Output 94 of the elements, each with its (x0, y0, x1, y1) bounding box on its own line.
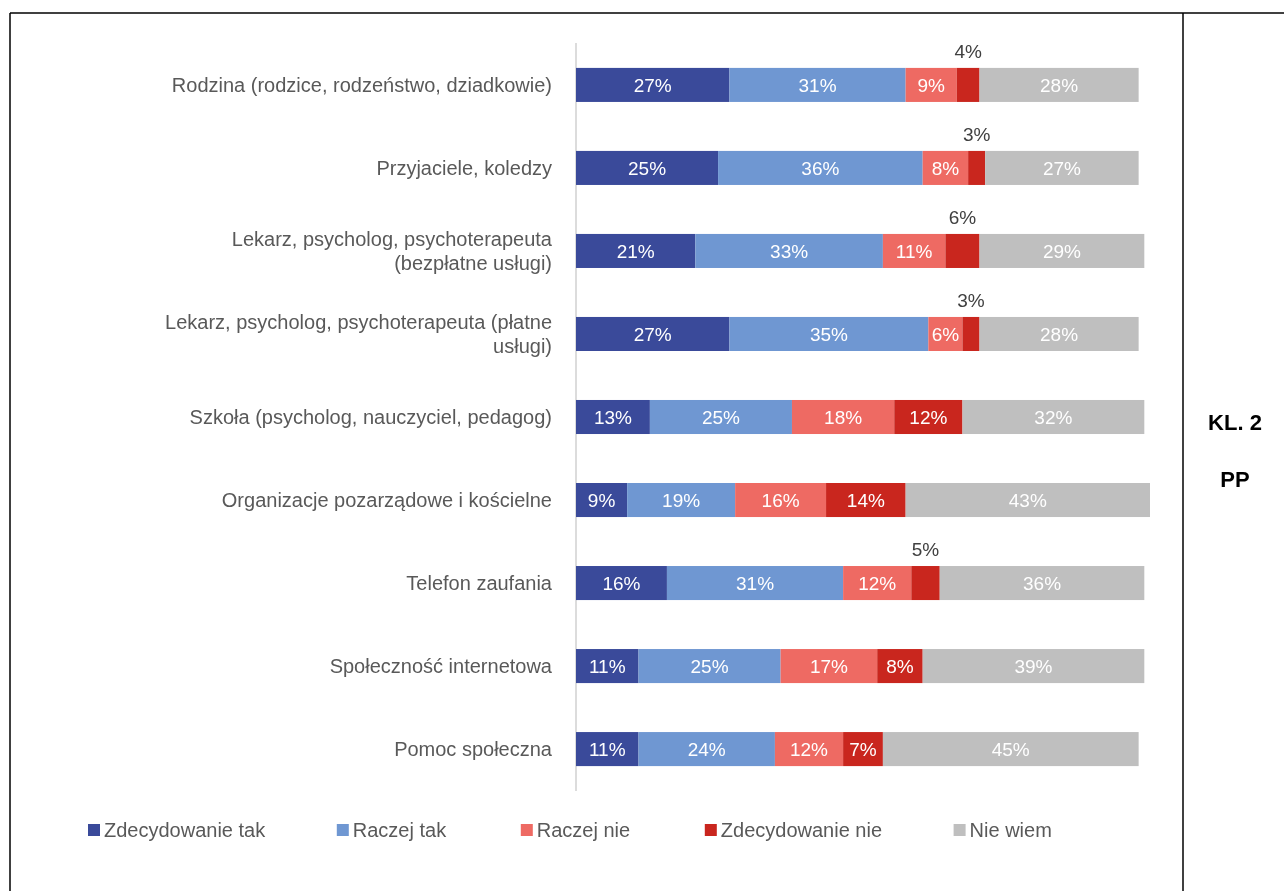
bar (962, 316, 980, 351)
bar (979, 67, 1139, 102)
data-label: 16% (602, 573, 641, 595)
data-label: 45% (991, 739, 1030, 761)
data-label: 31% (798, 74, 837, 96)
data-label: 4% (954, 40, 982, 62)
bar (882, 732, 1139, 767)
y-tick-label: Pomoc społeczna (394, 738, 553, 761)
bar (905, 483, 1150, 518)
bar (979, 233, 1145, 268)
data-label: 33% (770, 240, 809, 262)
data-label: 12% (858, 573, 897, 595)
bar (791, 399, 895, 435)
data-label: 9% (587, 490, 616, 512)
bar (576, 316, 730, 351)
bar (627, 483, 736, 518)
data-label: 11% (588, 656, 626, 678)
data-label: 39% (1014, 656, 1053, 678)
data-label: 35% (809, 323, 849, 345)
bar (985, 150, 1139, 185)
bar (735, 483, 827, 518)
bar (666, 566, 844, 601)
bar (979, 316, 1139, 351)
data-label: 29% (1042, 240, 1082, 262)
bar (718, 150, 923, 185)
data-label: 13% (593, 407, 633, 428)
bar (826, 483, 906, 518)
bar (576, 566, 667, 601)
data-label: 21% (616, 240, 655, 262)
bar (922, 649, 1145, 684)
data-label: 25% (628, 157, 667, 179)
data-label: 16% (761, 490, 800, 512)
data-label: 28% (1040, 74, 1079, 96)
data-label: 12% (909, 407, 948, 428)
bar (939, 566, 1145, 601)
data-label: 5% (911, 539, 940, 561)
y-tick-label: Organizacje pozarządowe i kościelne (221, 489, 552, 512)
y-tick-label: Lekarz, psycholog, psychoterapeuta (płatne usługi) (165, 310, 552, 357)
bar (956, 67, 980, 102)
data-label: 27% (633, 74, 672, 96)
bar (576, 233, 696, 268)
y-tick-label: Społeczność internetowa (329, 655, 553, 678)
data-label: 27% (633, 323, 672, 345)
bar (962, 399, 1145, 435)
data-label: 8% (886, 656, 914, 678)
data-label: 17% (809, 656, 849, 678)
bar (729, 316, 929, 351)
data-label: 3% (957, 289, 985, 311)
bar (968, 150, 986, 185)
data-label: 12% (789, 739, 829, 761)
text: PP (1220, 467, 1250, 492)
data-label: 6% (931, 323, 960, 345)
data-label: 9% (917, 74, 946, 96)
bar (945, 233, 980, 268)
data-label: 14% (846, 490, 885, 512)
data-label: 18% (824, 407, 863, 428)
y-tick-label: Przyjaciele, koledzy (376, 156, 552, 179)
data-label: 7% (849, 739, 877, 761)
data-label: 3% (962, 123, 991, 145)
data-label: 19% (662, 490, 701, 512)
bar (576, 150, 719, 185)
data-label: 36% (801, 157, 840, 179)
bar (695, 233, 883, 268)
data-label: 27% (1042, 157, 1082, 179)
bar (638, 649, 781, 684)
data-label: 25% (690, 656, 729, 678)
data-label: 28% (1040, 323, 1079, 345)
y-tick-label: Szkoła (psycholog, nauczyciel, pedagog) (189, 406, 552, 428)
legend-label: Nie wiem (969, 819, 1052, 841)
legend-label: Raczej tak (352, 819, 448, 841)
data-label: 11% (588, 739, 626, 761)
legend-label: Zdecydowanie nie (720, 819, 883, 841)
data-label: 11% (895, 240, 933, 262)
data-label: 25% (701, 407, 741, 428)
bar (780, 649, 878, 684)
bar (638, 732, 775, 767)
bar (576, 399, 650, 435)
y-tick-label: Lekarz, psycholog, psychoterapeuta (bezpłatne usługi) (231, 227, 553, 274)
data-label: 6% (948, 206, 977, 228)
data-label: 43% (1008, 490, 1047, 512)
legend-label: Raczej nie (536, 819, 631, 841)
data-label: 32% (1034, 407, 1073, 428)
data-label: 24% (687, 739, 726, 761)
y-tick-label: Rodzina (rodzice, rodzeństwo, dziadkowie) (171, 73, 552, 96)
bar (649, 399, 792, 435)
y-tick-label: Telefon zaufania (406, 572, 553, 595)
data-label: 31% (736, 573, 775, 595)
bar (729, 67, 906, 102)
text: KL. 2 (1208, 410, 1262, 435)
legend-label: Zdecydowanie tak (104, 819, 267, 841)
data-label: 36% (1023, 573, 1062, 595)
data-label: 8% (931, 157, 960, 179)
bar (576, 67, 730, 102)
bar (911, 566, 940, 601)
